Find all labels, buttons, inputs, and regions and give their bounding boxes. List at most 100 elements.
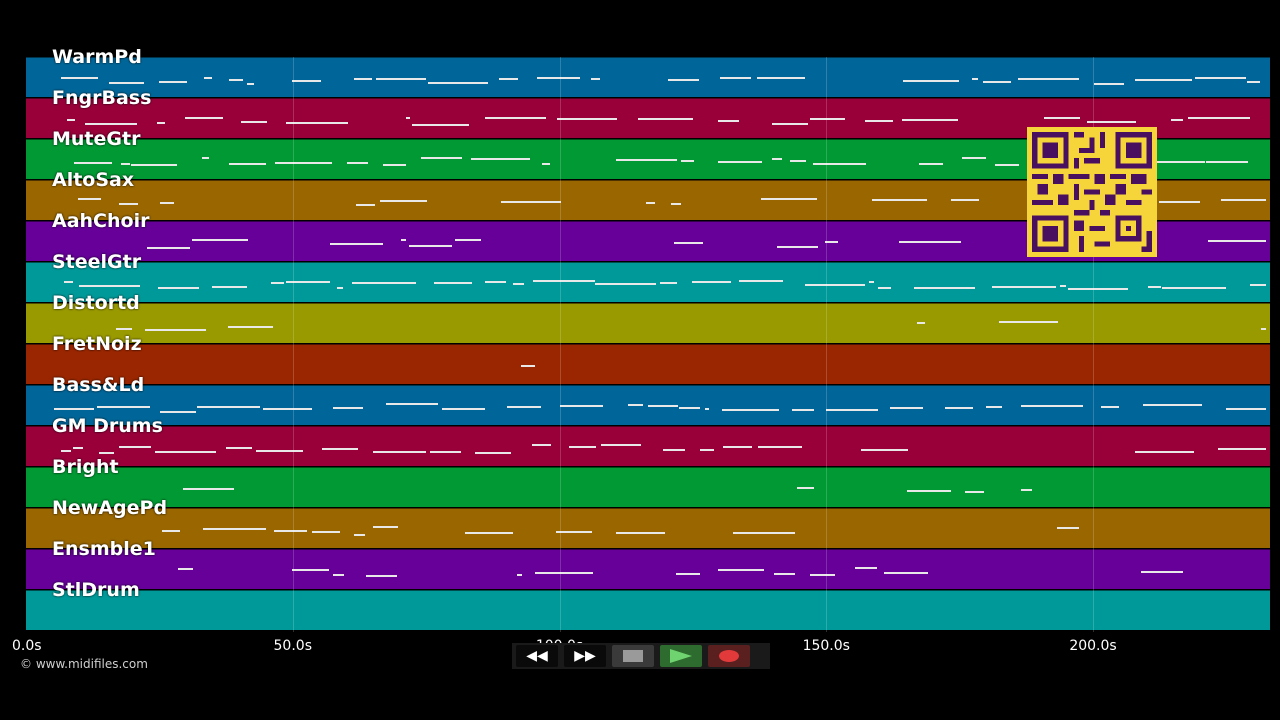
- note-bar: [615, 532, 665, 535]
- note-bar: [797, 486, 814, 489]
- note-bar: [995, 163, 1019, 166]
- note-bar: [1044, 117, 1081, 119]
- note-bar: [1020, 404, 1084, 407]
- note-bar: [372, 450, 427, 453]
- track-label: Ensmble1: [52, 538, 156, 560]
- note-bar: [615, 158, 678, 161]
- lane-divider: [26, 262, 1270, 263]
- track-label: GM Drums: [52, 415, 163, 437]
- note-bar: [229, 78, 243, 81]
- note-bar: [74, 161, 113, 164]
- note-bar: [256, 450, 303, 453]
- time-tick-label: 150.0s: [802, 638, 850, 654]
- note-bar: [85, 122, 138, 125]
- rewind-button[interactable]: ◀◀: [516, 645, 558, 667]
- note-bar: [434, 281, 472, 284]
- note-bar: [1159, 201, 1201, 204]
- note-bar: [336, 286, 343, 289]
- note-bar: [1143, 404, 1203, 407]
- note-bar: [1161, 287, 1226, 290]
- note-bar: [465, 531, 513, 534]
- track-lane: [26, 590, 1270, 630]
- note-bar: [96, 406, 150, 409]
- note-bar: [1261, 328, 1266, 331]
- track-label: WarmPd: [52, 46, 142, 68]
- note-bar: [412, 123, 470, 126]
- note-bar: [645, 202, 656, 205]
- note-bar: [145, 328, 206, 331]
- fast-forward-button[interactable]: ▶▶: [564, 645, 606, 667]
- note-bar: [372, 526, 398, 529]
- note-bar: [60, 450, 71, 453]
- note-bar: [648, 405, 679, 408]
- track-label: FngrBass: [52, 87, 152, 109]
- note-bar: [203, 76, 213, 79]
- note-bar: [1225, 407, 1266, 410]
- note-bar: [1188, 116, 1250, 119]
- note-bar: [868, 280, 874, 283]
- play-button[interactable]: [660, 645, 702, 667]
- note-bar: [914, 287, 976, 290]
- note-bar: [1093, 82, 1125, 85]
- note-bar: [717, 568, 764, 571]
- note-bar: [872, 199, 928, 202]
- record-button[interactable]: [708, 645, 750, 667]
- note-bar: [506, 406, 542, 409]
- track-label: Bass&Ld: [52, 374, 145, 396]
- track-label: AahChoir: [52, 210, 150, 232]
- note-bar: [401, 239, 407, 242]
- note-bar: [270, 281, 285, 284]
- note-bar: [791, 408, 814, 411]
- note-bar: [699, 449, 714, 452]
- note-bar: [405, 116, 411, 119]
- stop-icon: [623, 650, 643, 662]
- note-bar: [717, 120, 739, 123]
- note-bar: [78, 284, 141, 287]
- track-label: AltoSax: [52, 169, 135, 191]
- note-bar: [1067, 287, 1129, 290]
- note-bar: [1021, 489, 1032, 492]
- note-bar: [499, 78, 518, 81]
- lane-divider: [26, 180, 1270, 181]
- note-bar: [601, 444, 642, 447]
- note-bar: [155, 450, 217, 453]
- note-bar: [192, 239, 249, 242]
- note-bar: [809, 117, 846, 120]
- note-bar: [1220, 198, 1266, 201]
- note-bar: [676, 573, 700, 576]
- note-bar: [679, 407, 700, 410]
- note-bar: [60, 76, 99, 79]
- note-bar: [228, 325, 274, 328]
- stop-button[interactable]: [612, 645, 654, 667]
- note-bar: [421, 157, 463, 160]
- note-bar: [680, 160, 694, 163]
- note-bar: [983, 80, 1011, 83]
- note-bar: [917, 321, 925, 324]
- note-bar: [756, 77, 806, 80]
- note-bar: [454, 239, 481, 242]
- grid-line: [559, 57, 561, 632]
- note-bar: [534, 571, 593, 574]
- lane-divider: [26, 139, 1270, 140]
- track-lane: [26, 508, 1270, 548]
- lane-divider: [26, 344, 1270, 345]
- note-bar: [1141, 570, 1183, 573]
- track-label: Bright: [52, 456, 119, 478]
- fast-forward-icon: ▶▶: [574, 648, 596, 664]
- note-bar: [999, 321, 1059, 324]
- note-bar: [202, 528, 266, 531]
- note-bar: [1148, 285, 1161, 288]
- note-bar: [918, 162, 944, 165]
- time-tick-label: 50.0s: [273, 638, 312, 654]
- note-bar: [556, 530, 592, 533]
- note-bar: [521, 364, 535, 367]
- note-bar: [692, 280, 731, 283]
- note-bar: [352, 282, 416, 285]
- note-bar: [429, 450, 461, 453]
- note-bar: [559, 404, 604, 407]
- note-bar: [719, 77, 751, 80]
- note-bar: [723, 445, 752, 448]
- note-bar: [159, 410, 197, 413]
- note-bar: [98, 451, 114, 454]
